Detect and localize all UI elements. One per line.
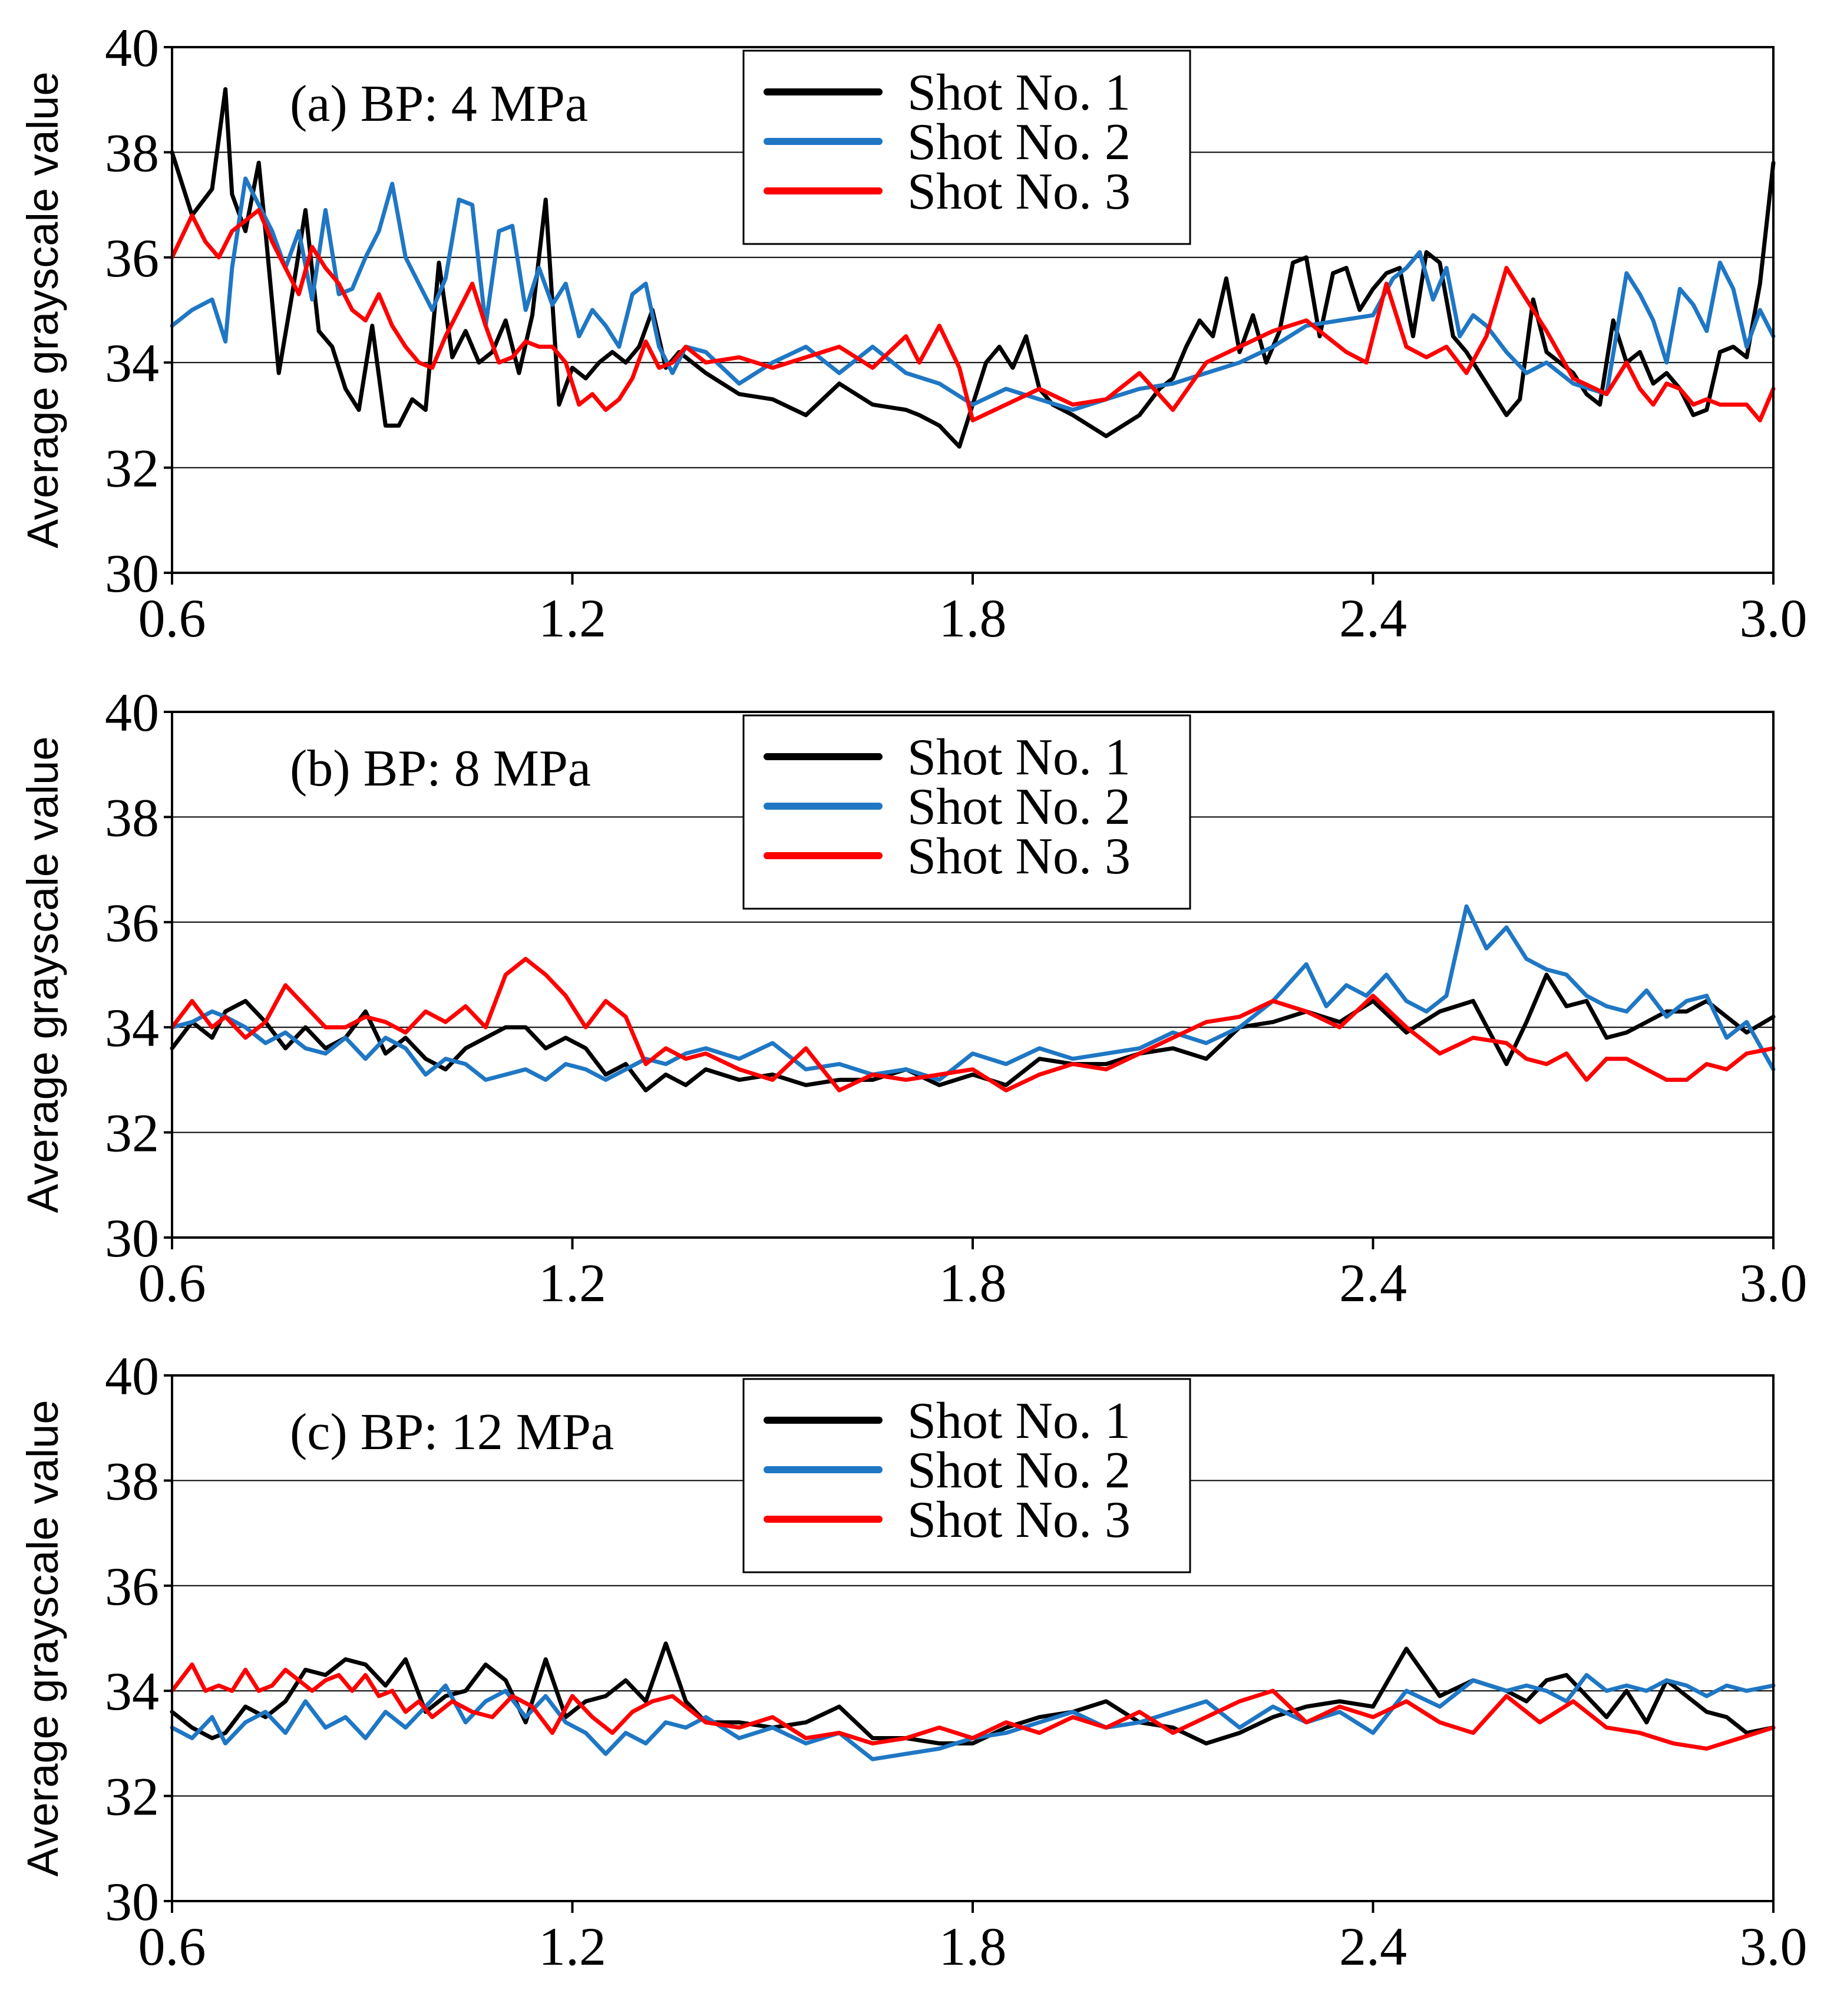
x-tick-label: 3.0 — [1740, 1916, 1808, 1977]
x-tick-label: 0.6 — [138, 1916, 206, 1977]
panel-1: 30 32 34 36 38 40 0.6 1.2 1.8 2.4 3.0 Average grays… — [18, 18, 1808, 648]
y-tick-label: 30 — [105, 1872, 159, 1932]
x-tick-label: 2.4 — [1339, 1916, 1407, 1977]
series-line-shot-3 — [170, 1662, 1776, 1751]
legend-label-shot-1: Shot No. 1 — [907, 729, 1131, 786]
y-tick-label: 32 — [105, 1103, 159, 1163]
panel-3: 30 32 34 36 38 40 0.6 1.2 1.8 2.4 3.0 Average grays… — [18, 1346, 1808, 1977]
legend-label-shot-3: Shot No. 3 — [907, 828, 1131, 885]
y-tick-label: 34 — [105, 1661, 159, 1721]
y-axis-label: Average grayscale value — [18, 1400, 67, 1876]
x-tick-label: 1.8 — [939, 588, 1007, 648]
y-axis-label: Average grayscale value — [18, 736, 67, 1213]
x-tick-label: 3.0 — [1740, 1253, 1808, 1313]
panel-title: (c) BP: 12 MPa — [290, 1404, 614, 1461]
series-line-shot-2 — [170, 176, 1776, 412]
x-tick-label: 2.4 — [1339, 1253, 1407, 1313]
x-tick-label: 0.6 — [138, 588, 206, 648]
legend-label-shot-3: Shot No. 3 — [907, 1492, 1131, 1549]
legend-label-shot-2: Shot No. 2 — [907, 114, 1131, 171]
series-line-shot-3 — [170, 956, 1776, 1093]
y-tick-label: 38 — [105, 787, 159, 847]
y-tick-label: 38 — [105, 123, 159, 183]
y-tick-label: 40 — [105, 682, 159, 743]
y-tick-label: 40 — [105, 18, 159, 78]
y-tick-label: 40 — [105, 1346, 159, 1406]
panel-title: (a) BP: 4 MPa — [290, 75, 588, 133]
y-tick-label: 36 — [105, 893, 159, 953]
y-tick-label: 34 — [105, 333, 159, 393]
x-tick-label: 2.4 — [1339, 588, 1407, 648]
legend-label-shot-3: Shot No. 3 — [907, 163, 1131, 220]
y-tick-label: 36 — [105, 228, 159, 288]
x-tick-label: 1.8 — [939, 1253, 1007, 1313]
legend-box — [742, 50, 1191, 245]
x-tick-label: 1.2 — [538, 588, 606, 648]
panel-title: (b) BP: 8 MPa — [290, 740, 591, 797]
y-tick-label: 32 — [105, 438, 159, 499]
series-line-shot-2 — [170, 904, 1776, 1082]
legend-label-shot-1: Shot No. 1 — [907, 1393, 1131, 1450]
panel-2: 30 32 34 36 38 40 0.6 1.2 1.8 2.4 3.0 Average grays… — [18, 682, 1808, 1313]
x-tick-label: 0.6 — [138, 1253, 206, 1313]
x-tick-label: 1.2 — [538, 1916, 606, 1977]
series-line-shot-2 — [170, 1672, 1776, 1761]
y-tick-label: 32 — [105, 1767, 159, 1827]
series-line-shot-3 — [170, 208, 1776, 423]
legend-label-shot-2: Shot No. 2 — [907, 1442, 1131, 1499]
legend-label-shot-1: Shot No. 1 — [907, 64, 1131, 121]
series-line-shot-1 — [170, 972, 1776, 1093]
y-tick-label: 38 — [105, 1451, 159, 1511]
y-tick-label: 30 — [105, 1208, 159, 1268]
x-tick-label: 1.8 — [939, 1916, 1007, 1977]
y-tick-label: 30 — [105, 543, 159, 603]
y-tick-label: 34 — [105, 998, 159, 1058]
legend-label-shot-2: Shot No. 2 — [907, 778, 1131, 836]
x-tick-label: 3.0 — [1740, 588, 1808, 648]
legend-box — [742, 714, 1191, 910]
y-axis-label: Average grayscale value — [18, 71, 67, 548]
series-line-shot-1 — [170, 1641, 1776, 1746]
y-tick-label: 36 — [105, 1556, 159, 1616]
legend-box — [742, 1378, 1191, 1573]
x-tick-label: 1.2 — [538, 1253, 606, 1313]
